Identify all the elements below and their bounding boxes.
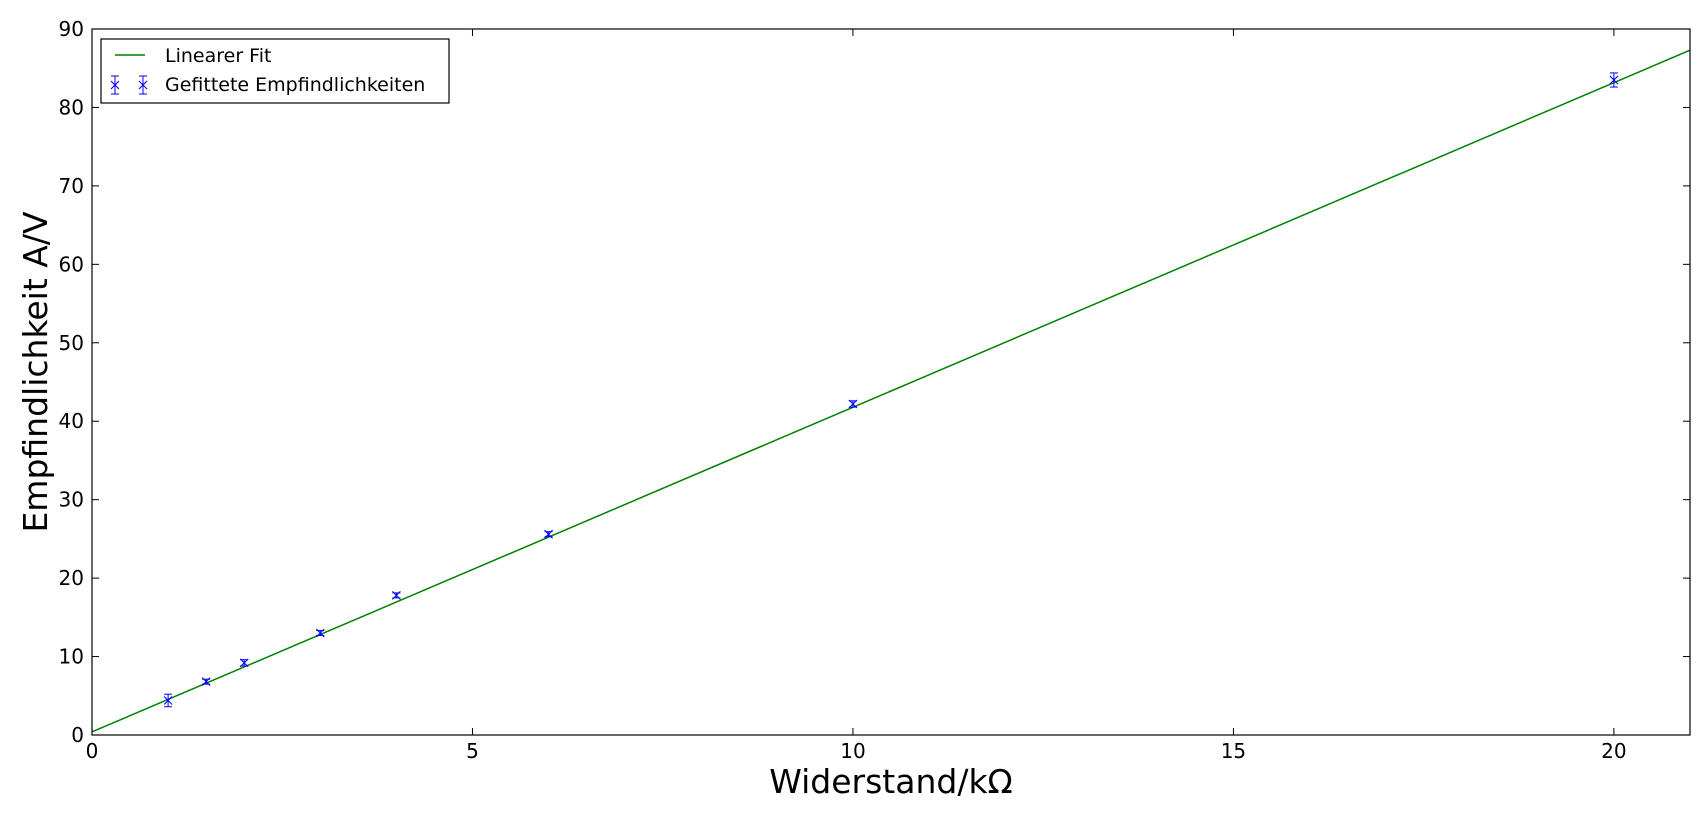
x-tick-label-20: 20 [1601,739,1626,763]
data-points-layer [163,72,1619,708]
data-point-7 [1609,72,1619,88]
plot-frame [91,28,1691,736]
legend-marker-left [110,75,120,95]
ticks-layer: 0 5 10 15 20 0 10 20 30 40 50 60 70 80 90 [59,17,1690,763]
x-marker-stroke-b [544,529,553,539]
x-marker-stroke-b [138,80,148,90]
legend-label-fit: Linearer Fit [165,45,271,67]
x-tick-label-0: 0 [86,739,99,763]
data-point-1 [201,677,211,687]
data-point-4 [391,590,401,600]
fit-line [91,49,1691,733]
y-tick-label-40: 40 [59,409,84,433]
legend-points-swatch [110,75,148,95]
y-tick-label-20: 20 [59,566,84,590]
x-marker-stroke-b [110,80,120,90]
x-marker-stroke-b [163,696,173,705]
y-tick-label-30: 30 [59,488,84,512]
legend-marker-right [138,75,148,95]
data-point-0 [163,693,173,708]
data-point-5 [544,529,553,539]
plot-area [92,29,1690,735]
legend-box [100,38,450,104]
x-marker-stroke-b [239,658,249,668]
legend: Linearer Fit Gefittete Empfindlichkeiten [100,38,450,104]
x-marker-stroke-b [201,677,211,687]
y-tick-label-60: 60 [59,252,84,276]
data-point-6 [848,399,858,409]
y-tick-label-90: 90 [59,17,84,41]
x-tick-label-15: 15 [1221,739,1246,763]
x-marker-stroke-b [1609,75,1619,85]
x-marker-stroke-b [315,628,325,638]
x-marker-stroke-b [848,399,858,409]
x-tick-label-10: 10 [840,739,865,763]
x-tick-label-5: 5 [466,739,479,763]
y-tick-label-0: 0 [71,723,84,747]
data-point-3 [315,628,325,638]
fit-line-layer [91,49,1691,733]
y-tick-label-80: 80 [59,95,84,119]
x-axis-title: Widerstand/kΩ [769,762,1013,801]
y-tick-label-70: 70 [59,174,84,198]
legend-label-points: Gefittete Empfindlichkeiten [165,74,425,96]
y-tick-label-50: 50 [59,331,84,355]
x-marker-stroke-b [391,590,401,600]
data-point-2 [239,658,249,668]
y-tick-label-10: 10 [59,645,84,669]
y-axis-title: Empfindlichkeit A/V [16,211,55,533]
